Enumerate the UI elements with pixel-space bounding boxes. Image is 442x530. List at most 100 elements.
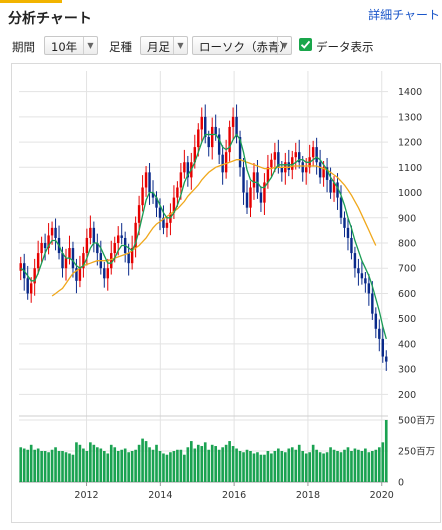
candle-up [183, 162, 186, 173]
candle-up [82, 253, 85, 269]
volume-tick-label: 500百万 [398, 416, 435, 427]
candle-down [287, 162, 291, 170]
volume-bar [287, 448, 291, 482]
volume-bar [270, 453, 273, 482]
volume-bar [162, 453, 165, 482]
volume-bar [109, 444, 113, 482]
data-display-checkbox[interactable] [299, 38, 312, 51]
volume-bar [200, 446, 204, 482]
volume-bar [283, 452, 287, 482]
volume-bar [371, 451, 374, 482]
volume-bar [280, 451, 284, 482]
year-tick-label: 2016 [222, 490, 246, 501]
detail-chart-link[interactable]: 詳細チャート [368, 8, 440, 22]
candle-down [162, 217, 165, 228]
candle-down [221, 154, 224, 173]
candle-down [381, 338, 384, 357]
candle-down [148, 172, 151, 193]
candle-up [134, 222, 137, 249]
period-select[interactable]: 10年 ▼ [44, 36, 98, 55]
volume-bar [374, 449, 378, 482]
volume-bar [141, 438, 144, 482]
price-tick-label: 900 [398, 213, 416, 224]
volume-bar [336, 451, 339, 482]
candle-down [158, 207, 162, 218]
volume-bar [318, 452, 322, 482]
volume-bar [43, 451, 47, 482]
price-tick-label: 400 [398, 339, 416, 350]
chevron-down-icon: ▼ [173, 37, 187, 54]
candle-down [329, 179, 332, 193]
chevron-down-icon: ▼ [277, 37, 291, 54]
candle-style-select[interactable]: ローソク（赤青） ▼ [192, 36, 292, 55]
candle-down [217, 134, 221, 155]
volume-bar [252, 453, 256, 482]
volume-bar [92, 444, 96, 482]
foot-type-select[interactable]: 月足 ▼ [140, 36, 188, 55]
candle-up [130, 248, 134, 264]
volume-bar [214, 446, 218, 482]
candle-up [89, 227, 92, 238]
volume-bar [102, 451, 106, 482]
candle-down [259, 192, 263, 203]
volume-bar [151, 449, 155, 482]
volume-bar [155, 444, 158, 482]
volume-bar [357, 449, 360, 482]
candle-down [315, 147, 318, 163]
price-tick-label: 1200 [398, 138, 422, 149]
volume-bar [134, 449, 137, 482]
candle-up [85, 237, 89, 254]
volume-bar [245, 449, 249, 482]
volume-bar [381, 442, 385, 482]
candle-down [336, 182, 339, 198]
volume-bar [224, 444, 228, 482]
volume-bar [96, 447, 99, 482]
candle-up [19, 263, 22, 271]
volume-bar [75, 442, 78, 482]
candle-up [263, 182, 266, 203]
candle-up [47, 235, 50, 249]
candle-up [137, 205, 141, 223]
candle-up [113, 243, 116, 254]
volume-bar [165, 454, 169, 482]
candle-down [186, 162, 190, 178]
volume-bar [36, 448, 40, 482]
year-tick-label: 2018 [296, 490, 320, 501]
candle-up [332, 182, 336, 193]
volume-bar [189, 441, 193, 482]
candle-up [193, 147, 197, 163]
volume-bar [64, 452, 68, 482]
candle-down [371, 293, 374, 314]
checkmark-icon [300, 40, 311, 49]
candle-down [343, 217, 346, 228]
volume-bar [263, 454, 266, 482]
candle-down [155, 197, 158, 208]
candle-down [61, 253, 64, 269]
period-label: 期間 [12, 40, 35, 54]
volume-bar [123, 448, 127, 482]
volume-tick-label: 0 [398, 478, 404, 489]
candle-down [318, 162, 322, 178]
candle-down [360, 273, 364, 279]
candle-up [224, 152, 228, 173]
candle-down [374, 313, 378, 329]
data-display-label: データ表示 [316, 40, 374, 54]
volume-bar [311, 444, 315, 482]
volume-bar [273, 451, 277, 482]
volume-bar [61, 451, 64, 482]
candle-up [110, 253, 113, 269]
price-tick-label: 300 [398, 365, 416, 376]
candle-up [172, 197, 176, 213]
candle-down [151, 192, 155, 198]
volume-bar [203, 442, 207, 482]
candle-up [200, 116, 203, 130]
volume-bar [297, 444, 301, 482]
volume-bar [176, 449, 179, 482]
volume-bar [364, 448, 367, 482]
volume-bar [130, 451, 134, 482]
volume-bar [304, 453, 308, 482]
price-tick-label: 1000 [398, 188, 422, 199]
volume-bar [353, 448, 357, 482]
candle-up [40, 243, 43, 254]
title-accent-bar [0, 0, 62, 3]
